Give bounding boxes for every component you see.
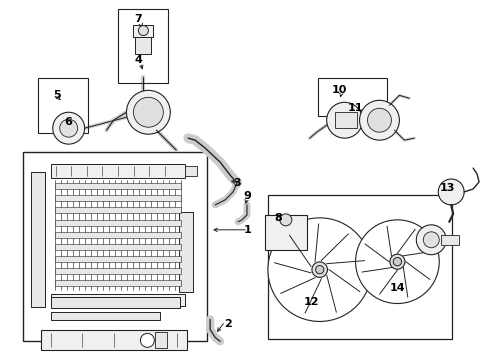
Circle shape: [316, 266, 324, 274]
Circle shape: [280, 214, 292, 226]
Bar: [133, 24, 153, 37]
Bar: [51, 293, 185, 306]
Bar: [23, 152, 207, 341]
Bar: [55, 268, 181, 274]
Bar: [55, 195, 181, 201]
Bar: [119, 9, 168, 84]
Circle shape: [138, 26, 148, 36]
Circle shape: [312, 262, 327, 278]
Bar: [55, 280, 181, 287]
Bar: [155, 332, 167, 348]
Circle shape: [268, 218, 371, 321]
Text: 9: 9: [243, 191, 251, 201]
Circle shape: [53, 112, 85, 144]
Text: 6: 6: [65, 117, 73, 127]
Text: 8: 8: [274, 213, 282, 223]
Bar: [318, 78, 388, 116]
Text: 2: 2: [224, 319, 232, 329]
Text: 5: 5: [53, 90, 61, 100]
Bar: [55, 232, 181, 238]
Circle shape: [126, 90, 171, 134]
Text: 7: 7: [135, 14, 142, 24]
Bar: [55, 183, 181, 189]
Bar: [38, 78, 88, 133]
Text: 11: 11: [348, 103, 363, 113]
Text: 3: 3: [233, 178, 241, 188]
Bar: [268, 195, 452, 339]
Bar: [441, 235, 459, 245]
Text: 1: 1: [244, 225, 252, 235]
Bar: [41, 330, 187, 350]
Text: 10: 10: [332, 85, 347, 95]
Bar: [265, 215, 307, 250]
Bar: [51, 312, 160, 320]
Circle shape: [368, 108, 392, 132]
Bar: [55, 244, 181, 250]
Text: 4: 4: [134, 55, 143, 66]
Circle shape: [360, 100, 399, 140]
Bar: [179, 212, 193, 292]
Bar: [55, 256, 181, 262]
Circle shape: [390, 254, 405, 269]
Bar: [55, 220, 181, 226]
Circle shape: [416, 225, 446, 255]
Bar: [51, 164, 185, 178]
Bar: [335, 112, 357, 128]
Bar: [31, 172, 45, 306]
Circle shape: [438, 179, 464, 205]
Circle shape: [133, 97, 163, 127]
Text: 14: 14: [390, 283, 405, 293]
Circle shape: [356, 220, 439, 303]
Circle shape: [423, 232, 439, 248]
Text: 12: 12: [304, 297, 319, 306]
Circle shape: [141, 333, 154, 347]
Bar: [55, 207, 181, 213]
Bar: [135, 37, 151, 54]
Circle shape: [60, 119, 77, 137]
Bar: [185, 166, 197, 176]
Circle shape: [393, 257, 402, 266]
Bar: [51, 297, 180, 307]
Circle shape: [327, 102, 363, 138]
Text: 13: 13: [440, 183, 455, 193]
